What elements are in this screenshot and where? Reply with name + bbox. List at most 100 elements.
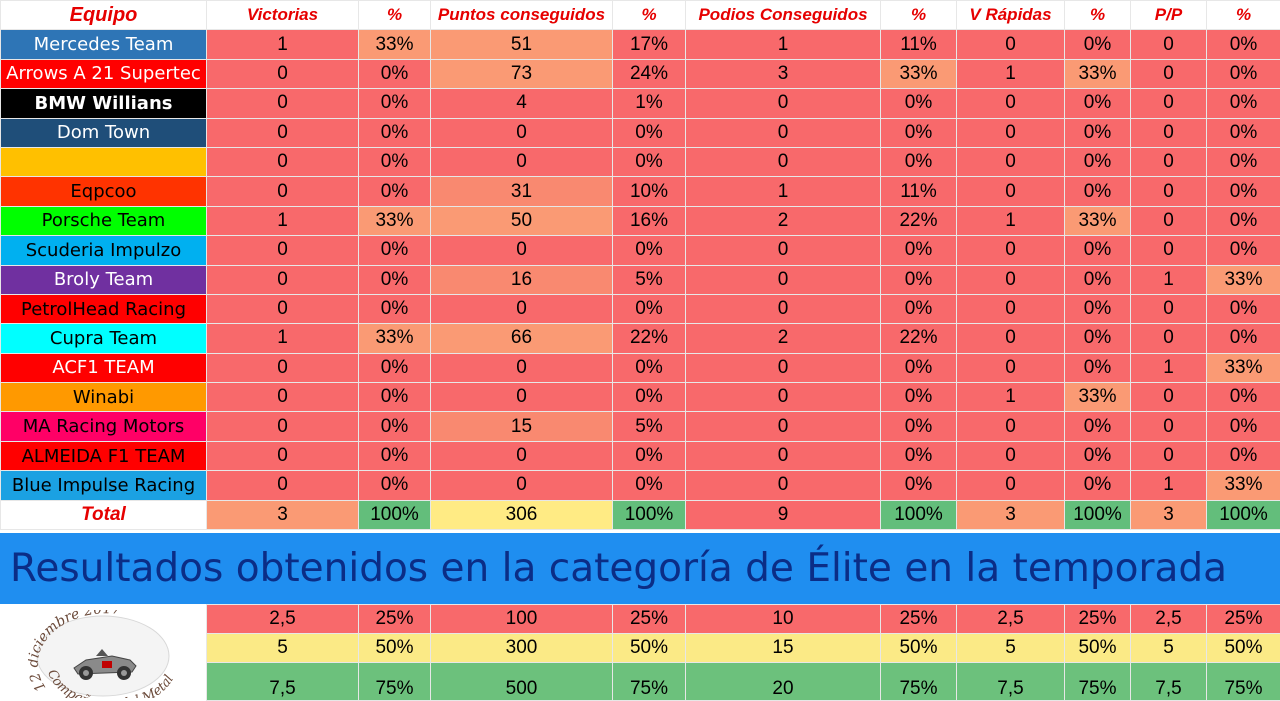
header-podios[interactable]: Podios Conseguidos xyxy=(686,1,881,30)
podios-pct-cell[interactable]: 22% xyxy=(881,206,957,235)
puntos-pct-cell[interactable]: 0% xyxy=(613,294,686,323)
puntos-pct-cell[interactable]: 0% xyxy=(613,353,686,382)
v-rapidas-cell[interactable]: 1 xyxy=(957,383,1065,412)
header-pp-pct[interactable]: % xyxy=(1207,1,1280,30)
victorias-pct-cell[interactable]: 33% xyxy=(359,206,431,235)
v-rapidas-pct-cell[interactable]: 0% xyxy=(1065,324,1131,353)
pp-cell[interactable]: 0 xyxy=(1131,147,1207,176)
podios-cell[interactable]: 0 xyxy=(686,441,881,470)
victorias-pct-cell[interactable]: 0% xyxy=(359,118,431,147)
header-podios-pct[interactable]: % xyxy=(881,1,957,30)
puntos-pct-cell[interactable]: 10% xyxy=(613,177,686,206)
v-rapidas-cell[interactable]: 0 xyxy=(957,441,1065,470)
puntos-pct-cell[interactable]: 5% xyxy=(613,265,686,294)
total-v-rapidas-pct-cell[interactable]: 100% xyxy=(1065,500,1131,529)
puntos-pct-cell[interactable]: 0% xyxy=(613,441,686,470)
pp-cell[interactable]: 0 xyxy=(1131,383,1207,412)
team-name-cell[interactable]: Dom Town xyxy=(1,118,207,147)
v-rapidas-pct-cell[interactable]: 33% xyxy=(1065,206,1131,235)
victorias-cell[interactable]: 0 xyxy=(207,383,359,412)
v-rapidas-cell[interactable]: 0 xyxy=(957,265,1065,294)
podios-cell[interactable]: 0 xyxy=(686,412,881,441)
podios-cell[interactable]: 1 xyxy=(686,30,881,59)
victorias-cell[interactable]: 0 xyxy=(207,353,359,382)
pp-cell[interactable]: 0 xyxy=(1131,206,1207,235)
scale-victorias-pct-cell[interactable]: 75% xyxy=(359,663,431,701)
pp-pct-cell[interactable]: 0% xyxy=(1207,383,1280,412)
scale-v-rapidas-cell[interactable]: 5 xyxy=(957,634,1065,663)
v-rapidas-cell[interactable]: 0 xyxy=(957,324,1065,353)
pp-cell[interactable]: 1 xyxy=(1131,265,1207,294)
victorias-cell[interactable]: 0 xyxy=(207,441,359,470)
victorias-pct-cell[interactable]: 0% xyxy=(359,294,431,323)
podios-cell[interactable]: 0 xyxy=(686,294,881,323)
victorias-cell[interactable]: 0 xyxy=(207,89,359,118)
scale-podios-cell[interactable]: 10 xyxy=(686,605,881,634)
puntos-pct-cell[interactable]: 0% xyxy=(613,118,686,147)
pp-pct-cell[interactable]: 0% xyxy=(1207,59,1280,88)
total-victorias-pct-cell[interactable]: 100% xyxy=(359,500,431,529)
pp-pct-cell[interactable]: 0% xyxy=(1207,118,1280,147)
v-rapidas-cell[interactable]: 0 xyxy=(957,294,1065,323)
v-rapidas-cell[interactable]: 0 xyxy=(957,118,1065,147)
podios-cell[interactable]: 2 xyxy=(686,206,881,235)
total-puntos-pct-cell[interactable]: 100% xyxy=(613,500,686,529)
pp-pct-cell[interactable]: 0% xyxy=(1207,236,1280,265)
v-rapidas-cell[interactable]: 0 xyxy=(957,177,1065,206)
header-pp[interactable]: P/P xyxy=(1131,1,1207,30)
podios-pct-cell[interactable]: 0% xyxy=(881,441,957,470)
header-v-rapidas-pct[interactable]: % xyxy=(1065,1,1131,30)
podios-cell[interactable]: 0 xyxy=(686,471,881,500)
puntos-pct-cell[interactable]: 1% xyxy=(613,89,686,118)
puntos-cell[interactable]: 0 xyxy=(431,118,613,147)
puntos-cell[interactable]: 4 xyxy=(431,89,613,118)
pp-cell[interactable]: 0 xyxy=(1131,177,1207,206)
v-rapidas-cell[interactable]: 1 xyxy=(957,206,1065,235)
v-rapidas-pct-cell[interactable]: 33% xyxy=(1065,59,1131,88)
victorias-cell[interactable]: 0 xyxy=(207,294,359,323)
podios-pct-cell[interactable]: 0% xyxy=(881,89,957,118)
victorias-pct-cell[interactable]: 0% xyxy=(359,383,431,412)
pp-pct-cell[interactable]: 33% xyxy=(1207,265,1280,294)
v-rapidas-pct-cell[interactable]: 0% xyxy=(1065,265,1131,294)
pp-pct-cell[interactable]: 0% xyxy=(1207,412,1280,441)
puntos-pct-cell[interactable]: 0% xyxy=(613,147,686,176)
victorias-pct-cell[interactable]: 0% xyxy=(359,265,431,294)
puntos-pct-cell[interactable]: 16% xyxy=(613,206,686,235)
podios-pct-cell[interactable]: 11% xyxy=(881,177,957,206)
team-name-cell[interactable]: ALMEIDA F1 TEAM xyxy=(1,441,207,470)
v-rapidas-pct-cell[interactable]: 0% xyxy=(1065,412,1131,441)
v-rapidas-pct-cell[interactable]: 0% xyxy=(1065,89,1131,118)
victorias-pct-cell[interactable]: 0% xyxy=(359,441,431,470)
pp-cell[interactable]: 0 xyxy=(1131,118,1207,147)
scale-victorias-cell[interactable]: 7,5 xyxy=(207,663,359,701)
puntos-pct-cell[interactable]: 22% xyxy=(613,324,686,353)
podios-cell[interactable]: 0 xyxy=(686,236,881,265)
puntos-cell[interactable]: 0 xyxy=(431,294,613,323)
podios-pct-cell[interactable]: 0% xyxy=(881,471,957,500)
scale-podios-pct-cell[interactable]: 25% xyxy=(881,605,957,634)
team-name-cell[interactable]: PetrolHead Racing xyxy=(1,294,207,323)
puntos-cell[interactable]: 0 xyxy=(431,147,613,176)
scale-puntos-cell[interactable]: 300 xyxy=(431,634,613,663)
v-rapidas-cell[interactable]: 0 xyxy=(957,89,1065,118)
scale-v-rapidas-pct-cell[interactable]: 75% xyxy=(1065,663,1131,701)
pp-pct-cell[interactable]: 0% xyxy=(1207,206,1280,235)
victorias-cell[interactable]: 0 xyxy=(207,177,359,206)
scale-puntos-cell[interactable]: 500 xyxy=(431,663,613,701)
v-rapidas-pct-cell[interactable]: 0% xyxy=(1065,177,1131,206)
podios-pct-cell[interactable]: 0% xyxy=(881,236,957,265)
victorias-cell[interactable]: 0 xyxy=(207,147,359,176)
team-name-cell[interactable]: Winabi xyxy=(1,383,207,412)
puntos-pct-cell[interactable]: 5% xyxy=(613,412,686,441)
team-name-cell[interactable]: Mercedes Team xyxy=(1,30,207,59)
header-victorias-pct[interactable]: % xyxy=(359,1,431,30)
scale-puntos-pct-cell[interactable]: 75% xyxy=(613,663,686,701)
team-name-cell[interactable]: ACF1 TEAM xyxy=(1,353,207,382)
pp-cell[interactable]: 0 xyxy=(1131,441,1207,470)
podios-pct-cell[interactable]: 0% xyxy=(881,383,957,412)
v-rapidas-cell[interactable]: 1 xyxy=(957,59,1065,88)
victorias-cell[interactable]: 0 xyxy=(207,59,359,88)
total-puntos-cell[interactable]: 306 xyxy=(431,500,613,529)
podios-cell[interactable]: 3 xyxy=(686,59,881,88)
